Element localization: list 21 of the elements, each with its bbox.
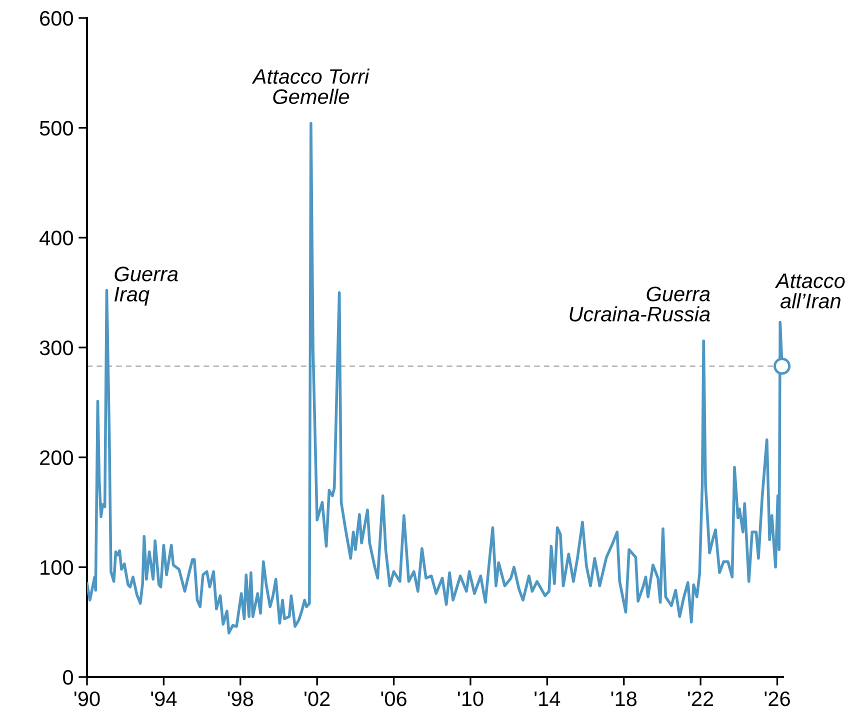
annotation: Guerra Iraq xyxy=(114,266,178,306)
annotation: Attacco all’Iran xyxy=(774,274,845,308)
annotation: Guerra Ucraina-Russia xyxy=(570,286,710,322)
y-tick-label: 300 xyxy=(40,340,73,356)
y-tick-label: 100 xyxy=(40,560,73,575)
x-tick-label: '26 xyxy=(764,691,790,706)
x-tick-label: '18 xyxy=(611,691,637,706)
y-tick-label: 600 xyxy=(40,11,73,26)
x-tick-label: '02 xyxy=(304,691,330,706)
y-tick-label: 200 xyxy=(40,450,73,466)
x-tick-label: '10 xyxy=(458,691,484,706)
x-tick-label: '90 xyxy=(74,691,100,706)
y-tick-label: 400 xyxy=(40,230,73,246)
x-tick-label: '94 xyxy=(151,691,177,706)
annotation: Attacco Torri Gemelle xyxy=(252,68,370,104)
x-tick-label: '98 xyxy=(228,691,254,706)
y-tick-label: 0 xyxy=(63,670,73,685)
x-tick-label: '22 xyxy=(688,691,714,706)
x-tick-label: '06 xyxy=(381,691,406,706)
x-tick-label: '14 xyxy=(534,692,560,706)
y-tick-label: 500 xyxy=(40,120,73,136)
